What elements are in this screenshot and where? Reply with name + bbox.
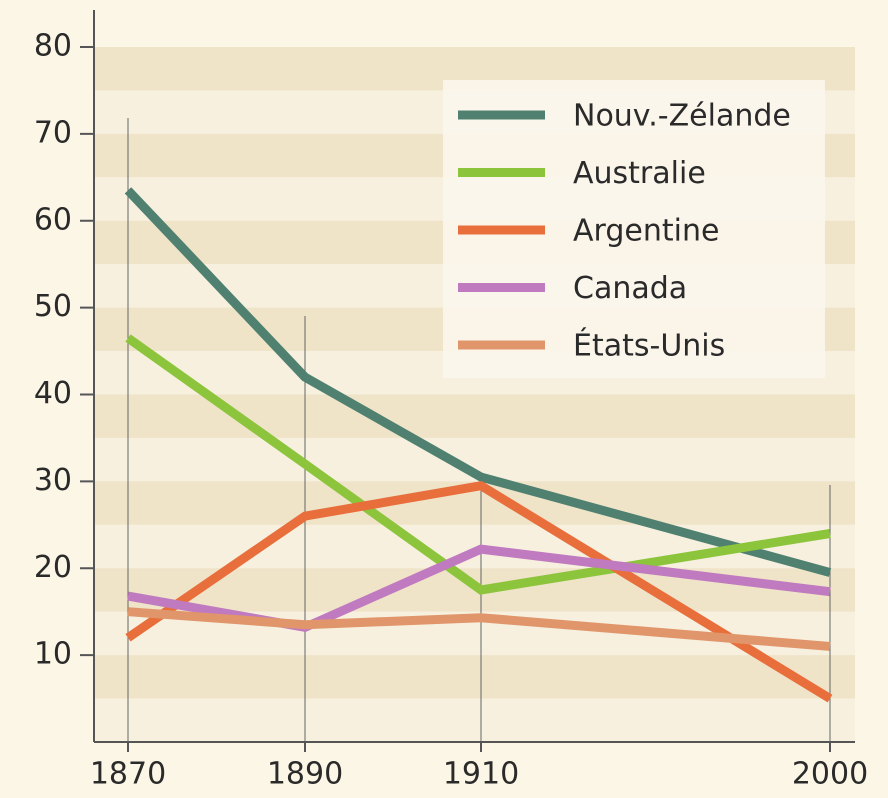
category-lines <box>127 118 831 742</box>
series-lines <box>124 187 833 703</box>
series-line <box>125 334 831 595</box>
legend-label: Nouv.-Zélande <box>573 99 791 134</box>
series-line <box>124 187 832 577</box>
y-tick-label: 60 <box>34 202 72 237</box>
y-tick-label: 50 <box>34 289 72 324</box>
y-tick-label: 70 <box>34 115 72 150</box>
series-line <box>125 480 833 703</box>
legend-label: Argentine <box>573 214 719 249</box>
x-tick-label: 1890 <box>267 757 343 792</box>
band <box>94 655 855 699</box>
legend: Nouv.-Zélande Australie Argentine Canada Éta… <box>458 99 791 364</box>
y-tick-label: 40 <box>34 376 72 411</box>
y-tick-label: 10 <box>34 637 72 672</box>
legend-label: Australie <box>573 156 706 191</box>
band <box>94 698 855 742</box>
x-tick-label: 1870 <box>90 757 166 792</box>
series-line <box>127 544 831 632</box>
x-tick-label: 2000 <box>792 757 868 792</box>
y-tick-label: 30 <box>34 463 72 498</box>
legend-label: Canada <box>573 271 687 306</box>
band <box>94 394 855 438</box>
series-line <box>127 607 831 651</box>
x-tick-label: 1910 <box>443 757 519 792</box>
legend-label: États-Unis <box>573 328 725 364</box>
ticks: 10 20 30 40 50 60 70 80 1870 1890 1910 2000 <box>34 29 868 792</box>
y-tick-label: 20 <box>34 550 72 585</box>
y-tick-label: 80 <box>34 29 72 64</box>
